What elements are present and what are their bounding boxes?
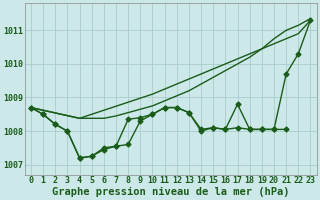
X-axis label: Graphe pression niveau de la mer (hPa): Graphe pression niveau de la mer (hPa) [52, 186, 290, 197]
